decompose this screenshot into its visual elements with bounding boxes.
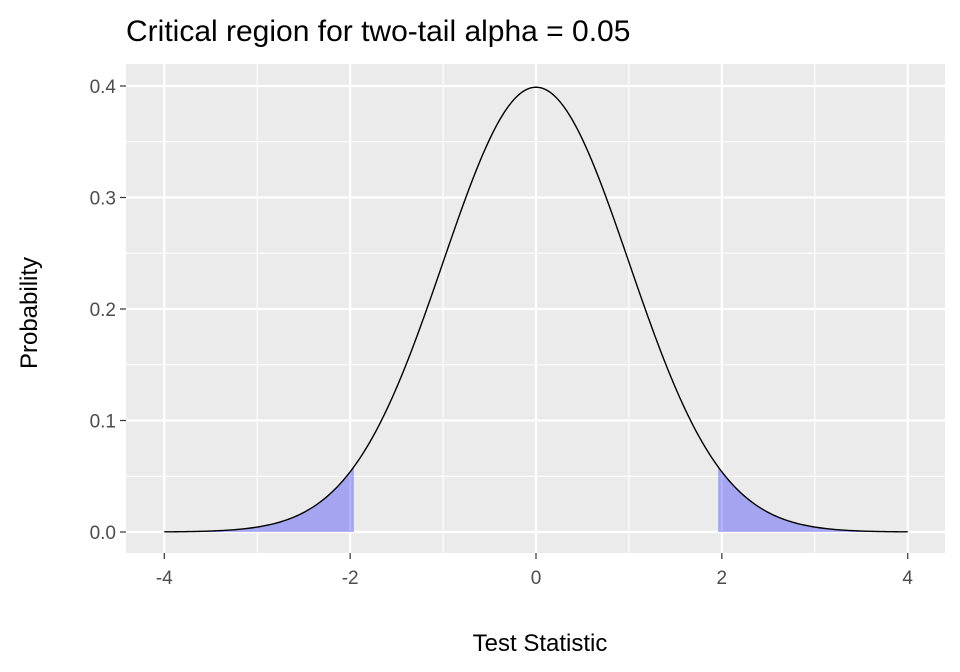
y-tick-label: 0.4 [90,77,117,98]
x-tick-label: 4 [902,568,913,589]
x-tick-label: -4 [156,568,173,589]
y-tick-label: 0.0 [90,523,116,544]
critical-region-left [164,466,354,532]
x-tick-label: 0 [531,568,542,589]
y-axis: 0.0 0.1 0.2 0.3 0.4 [90,77,126,544]
critical-region-right [718,466,908,532]
density-curve [164,86,908,533]
critical-regions [164,466,908,532]
x-tick-label: 2 [717,568,728,589]
y-tick-label: 0.1 [90,412,116,433]
x-axis-title: Test Statistic [473,630,608,657]
chart-title: Critical region for two-tail alpha = 0.0… [126,15,630,48]
y-tick-label: 0.3 [90,189,116,210]
y-tick-label: 0.2 [90,300,116,321]
x-axis: -4 -2 0 2 4 [156,553,913,589]
x-tick-label: -2 [342,568,359,589]
y-axis-title: Probability [16,257,43,369]
